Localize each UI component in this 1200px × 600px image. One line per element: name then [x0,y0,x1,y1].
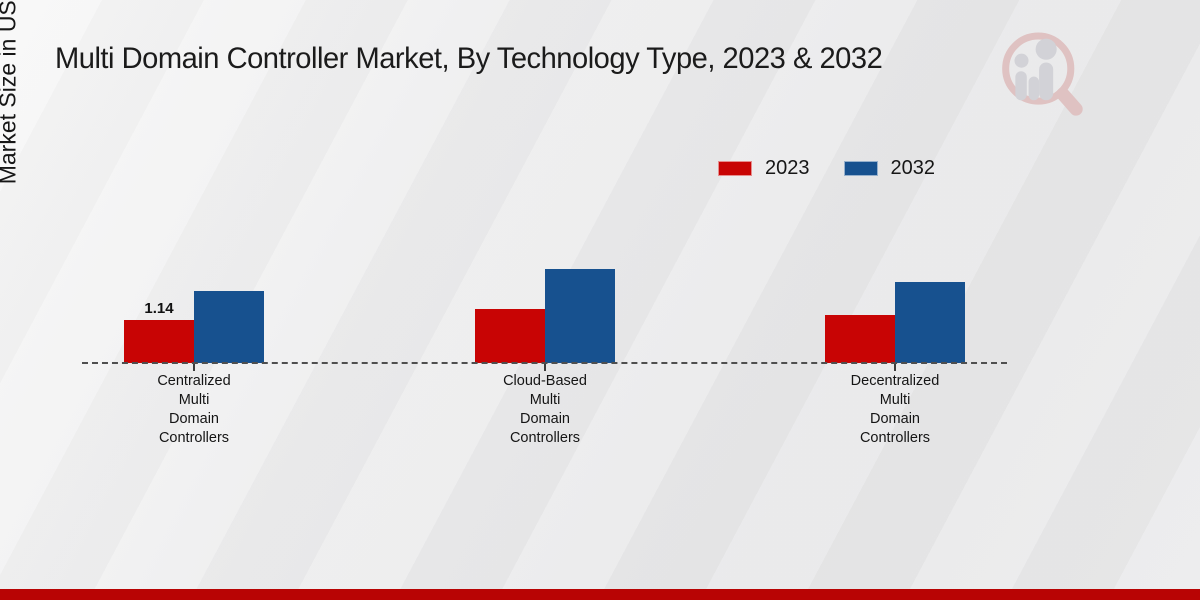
legend-item-2023: 2023 [718,157,810,180]
legend-label-2032: 2032 [890,157,936,179]
bar-2032-group3 [895,282,965,363]
x-axis-tick [193,364,195,371]
legend-item-2032: 2032 [843,157,936,180]
category-label: Decentralized Multi Domain Controllers [850,373,940,446]
bar-2023-group1 [124,320,194,363]
bar-2032-group2 [545,269,615,363]
x-axis-baseline [82,362,1007,364]
y-axis-label: Market Size in USD Billion [0,0,21,185]
x-axis-tick [894,364,896,371]
bar-2023-group3 [825,315,895,363]
bottom-accent-bar [0,589,1200,600]
category-label: Centralized Multi Domain Controllers [157,373,231,446]
legend-swatch-2023-icon [718,161,752,176]
bar-2023-group2 [475,309,545,363]
category-label: Cloud-Based Multi Domain Controllers [503,373,587,446]
chart-title: Multi Domain Controller Market, By Techn… [55,42,883,75]
bar-2032-group1 [194,291,264,363]
x-axis-tick [544,364,546,371]
legend-label-2023: 2023 [765,157,810,179]
legend-swatch-2032-icon [843,161,878,176]
bar-value-label: 1.14 [144,300,174,317]
legend: 2023 2032 [718,157,935,180]
magnifier-bar-chart-logo-icon [1002,32,1083,116]
